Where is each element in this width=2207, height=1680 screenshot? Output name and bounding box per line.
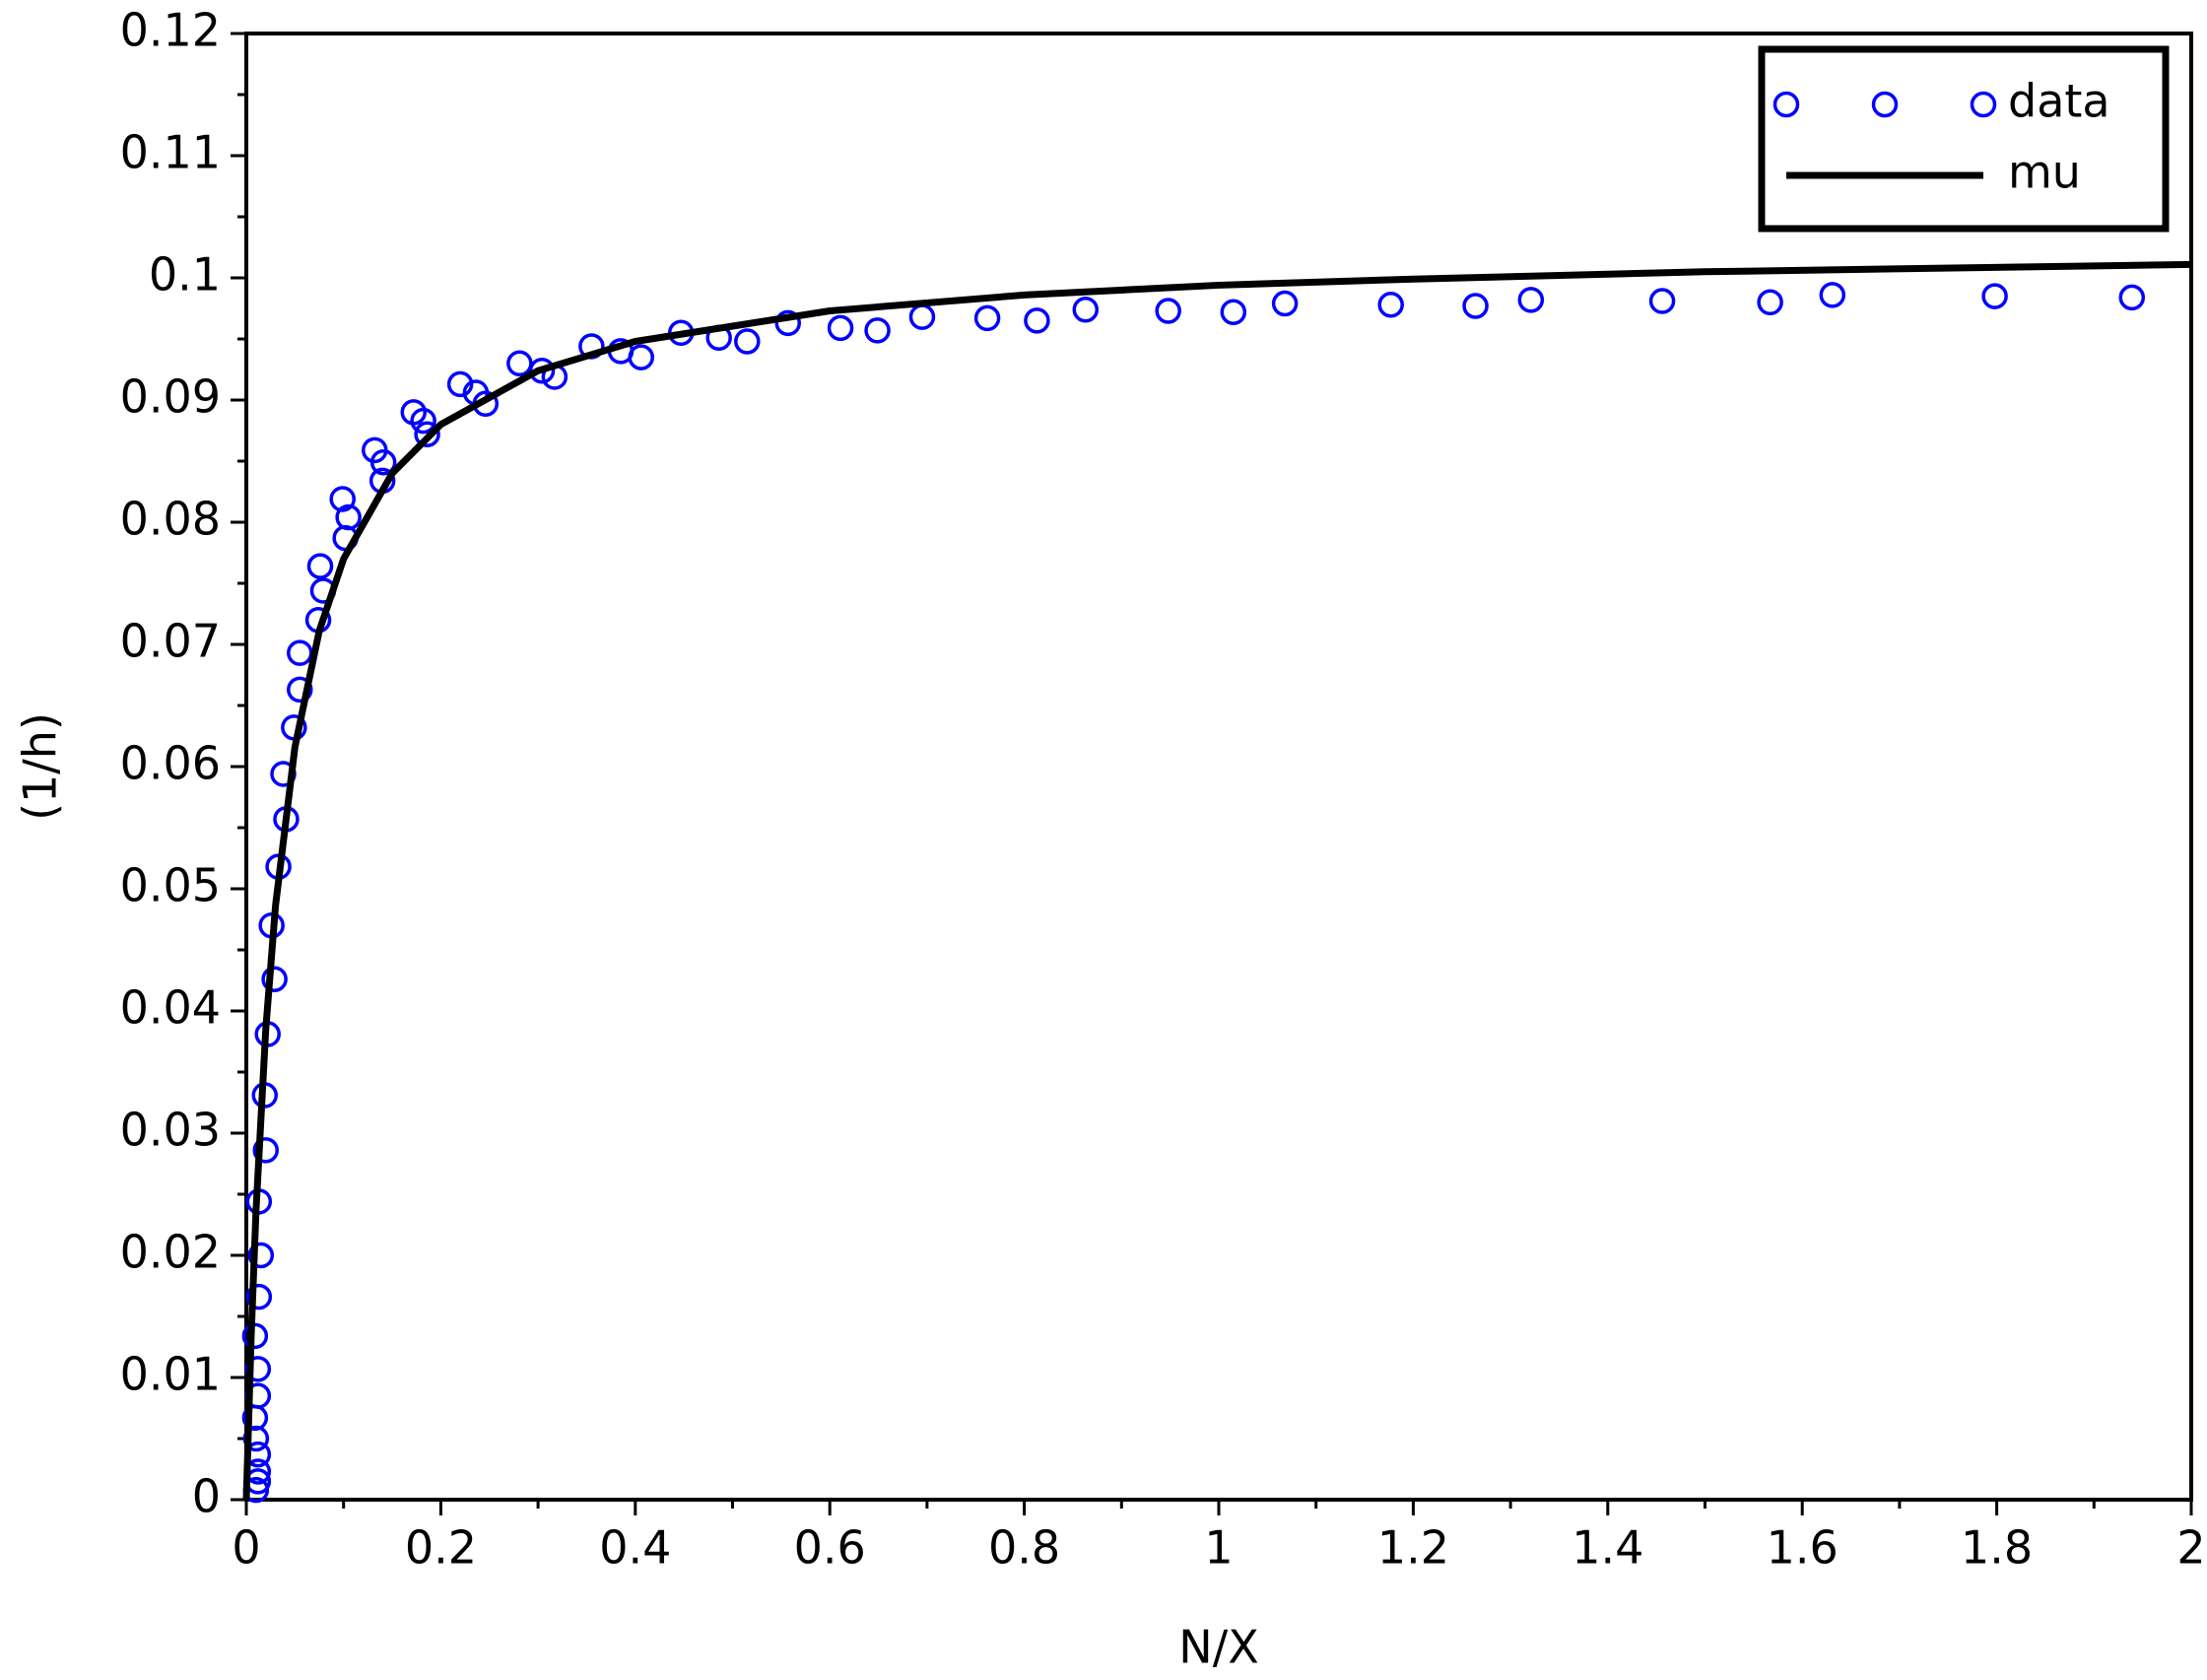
x-tick-label: 1.2 [1377, 1521, 1449, 1575]
x-tick-label: 1.4 [1572, 1521, 1643, 1575]
data-point [1517, 287, 1545, 313]
line-series [242, 260, 2192, 1501]
data-point [1220, 299, 1247, 325]
data-point [774, 309, 802, 337]
x-tick-label: 0.6 [794, 1521, 866, 1575]
data-point [329, 486, 356, 512]
data-point [261, 966, 288, 993]
data-point [287, 639, 313, 666]
data-point [400, 399, 428, 426]
data-point [1819, 282, 1846, 308]
y-tick-label: 0.01 [120, 1348, 221, 1401]
legend-marker [1871, 91, 1899, 118]
data-point [1155, 298, 1181, 324]
y-tick-label: 0.11 [120, 126, 221, 179]
data-point [1462, 293, 1489, 319]
x-tick-label: 0.2 [405, 1521, 477, 1575]
data-point [973, 304, 1001, 332]
y-tick-label: 0.12 [120, 4, 221, 57]
data-point [306, 553, 334, 579]
data-point [1072, 296, 1100, 323]
x-tick-label: 0 [232, 1521, 260, 1575]
data-point [252, 1137, 279, 1164]
data-point [1377, 292, 1404, 318]
y-axis-label: (1/h) [14, 712, 67, 821]
y-tick-label: 0.06 [120, 737, 221, 790]
y-tick-label: 0 [192, 1470, 221, 1523]
data-point [908, 303, 936, 330]
legend-marker [1772, 91, 1800, 118]
data-point [506, 350, 533, 377]
data-point [1024, 307, 1050, 334]
data-point [864, 317, 891, 344]
data-point [1271, 290, 1299, 317]
x-axis-label: N/X [1178, 1621, 1258, 1674]
x-tick-label: 2 [2176, 1521, 2205, 1575]
data-point [1648, 288, 1676, 314]
legend-label: mu [2008, 146, 2081, 199]
legend-marker [1970, 91, 1997, 118]
y-tick-label: 0.02 [120, 1226, 221, 1279]
data-point [244, 1356, 272, 1382]
data-point [414, 421, 440, 447]
data-point [1757, 289, 1783, 316]
x-tick-label: 1.8 [1961, 1521, 2033, 1575]
data-point [335, 504, 362, 531]
data-point [446, 370, 474, 398]
data-point [362, 437, 388, 464]
x-tick-label: 0.8 [988, 1521, 1060, 1575]
data-point [827, 314, 854, 342]
y-tick-label: 0.08 [120, 493, 221, 546]
data-point [2118, 284, 2146, 311]
data-point [247, 1242, 275, 1269]
data-point [245, 1283, 273, 1310]
x-tick-label: 1 [1204, 1521, 1233, 1575]
data-point [1981, 283, 2008, 309]
y-tick-label: 0.1 [149, 248, 221, 302]
legend-label: data [2008, 75, 2110, 128]
y-tick-label: 0.05 [120, 859, 221, 912]
plot-frame [244, 32, 2193, 1502]
y-tick-label: 0.03 [120, 1104, 221, 1157]
x-tick-label: 0.4 [599, 1521, 671, 1575]
y-tick-label: 0.07 [120, 615, 221, 668]
data-point [528, 357, 556, 384]
data-point [287, 676, 313, 704]
y-tick-label: 0.04 [120, 981, 221, 1035]
legend-box [1758, 45, 2170, 233]
x-tick-label: 1.6 [1767, 1521, 1839, 1575]
data-point [734, 328, 761, 355]
y-tick-label: 0.09 [120, 370, 221, 424]
